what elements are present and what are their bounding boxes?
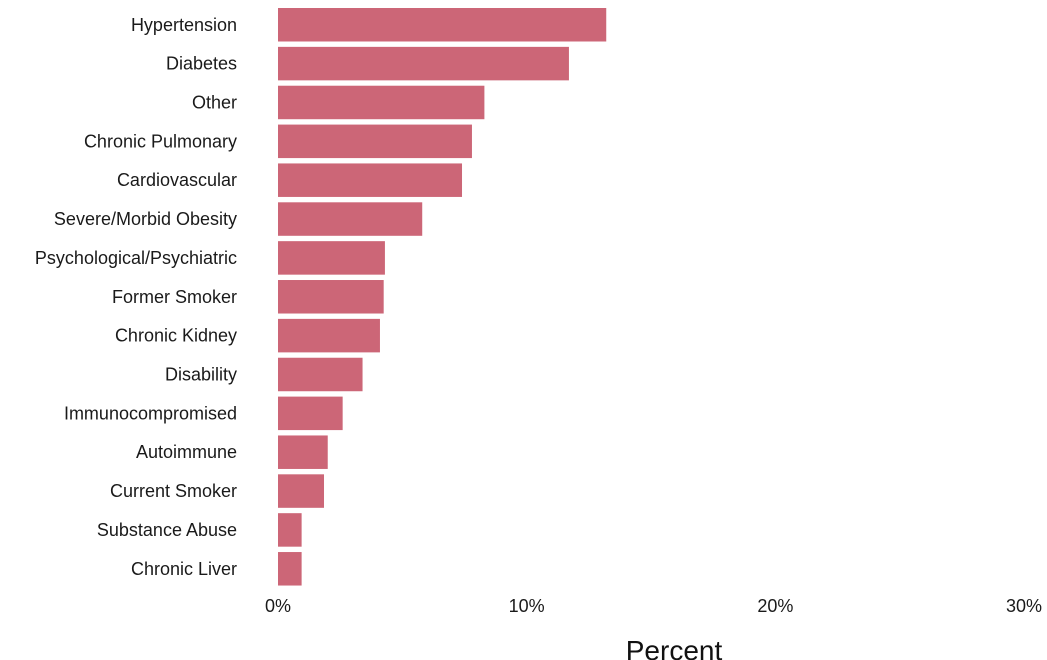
category-labels: Hypertension Diabetes Other Chronic Pulmona…	[35, 15, 237, 579]
x-tick-label: 10%	[509, 596, 545, 616]
bar	[278, 396, 343, 431]
category-label: Former Smoker	[112, 287, 237, 307]
bar	[278, 46, 569, 81]
bar	[278, 435, 328, 469]
category-label: Autoimmune	[136, 442, 237, 462]
category-label: Immunocompromised	[64, 403, 237, 423]
bars-group	[278, 8, 607, 586]
category-label: Cardiovascular	[117, 170, 237, 190]
bar	[278, 280, 384, 314]
bar	[278, 318, 380, 353]
x-tick-label: 0%	[265, 596, 291, 616]
x-axis-title: Percent	[626, 635, 723, 660]
bar	[278, 124, 472, 159]
bar	[278, 552, 302, 586]
x-tick-label: 20%	[757, 596, 793, 616]
bar	[278, 357, 363, 392]
bar	[278, 85, 485, 120]
bar	[278, 8, 607, 42]
category-label: Disability	[165, 364, 237, 384]
category-label: Severe/Morbid Obesity	[54, 209, 237, 229]
category-label: Chronic Liver	[131, 559, 237, 579]
category-label: Substance Abuse	[97, 520, 237, 540]
category-label: Chronic Kidney	[115, 326, 237, 346]
x-axis-tick-labels: 0% 10% 20% 30%	[265, 596, 1042, 616]
bar	[278, 163, 463, 197]
bar	[278, 241, 385, 275]
category-label: Chronic Pulmonary	[84, 131, 237, 151]
category-label: Hypertension	[131, 15, 237, 35]
category-label: Diabetes	[166, 54, 237, 74]
bar	[278, 513, 302, 547]
category-label: Current Smoker	[110, 481, 237, 501]
category-label: Other	[192, 92, 237, 112]
bar	[278, 202, 423, 236]
bar	[278, 474, 325, 508]
category-label: Psychological/Psychiatric	[35, 248, 237, 268]
x-tick-label: 30%	[1006, 596, 1042, 616]
